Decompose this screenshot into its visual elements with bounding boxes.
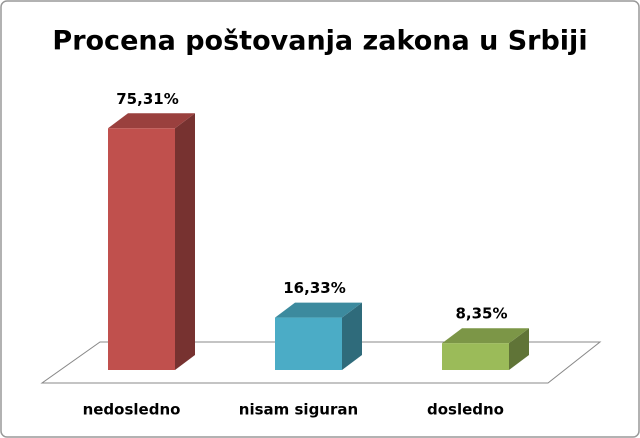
value-label: 8,35% [455,305,507,323]
x-tick-label: nedosledno [83,401,181,419]
value-label: 16,33% [283,279,345,297]
bar-top [108,113,195,129]
bar-side [509,328,529,370]
bar [108,128,175,370]
bar-top [442,328,529,344]
x-tick-label: nisam siguran [239,401,358,419]
value-label: 75,31% [116,90,178,108]
bar-side [175,113,195,371]
bar [275,317,342,370]
bar-top [275,302,362,318]
chart-title: Procena poštovanja zakona u Srbiji [52,26,587,57]
bar [442,343,509,370]
x-tick-label: dosledno [427,401,504,419]
bar-side [342,302,362,370]
